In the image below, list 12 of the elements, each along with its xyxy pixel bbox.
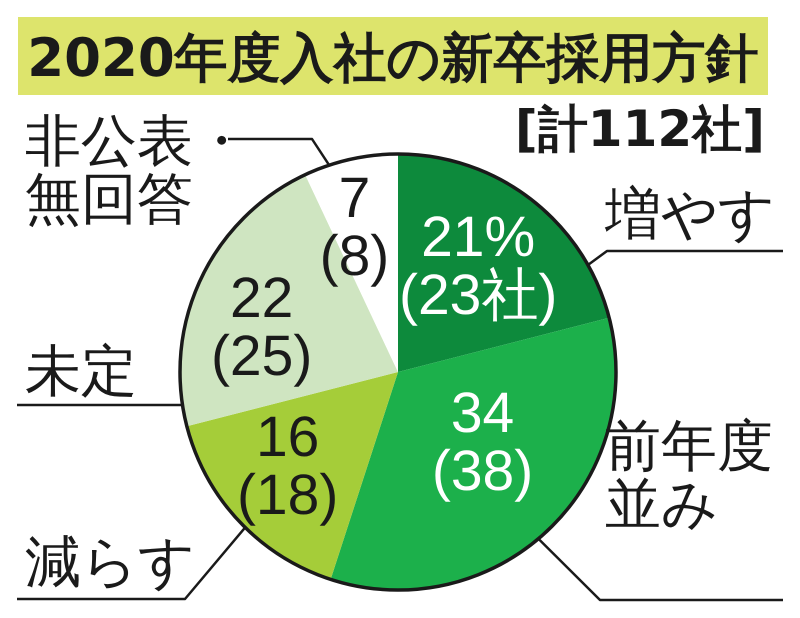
slice-label: 減らす	[25, 530, 195, 595]
slice-label: 非公表・無回答	[25, 109, 249, 232]
slice-label: 前年度並み	[605, 414, 773, 537]
slice-label: 増やす	[604, 182, 775, 247]
data-label: 34 (38)	[432, 380, 534, 503]
data-label: 7 (8)	[320, 166, 390, 288]
chart-subtitle: [計112社]	[514, 100, 765, 158]
slice-label: 未定	[25, 339, 137, 404]
data-label: 16 (18)	[236, 405, 338, 528]
data-label: 21% (23社)	[398, 205, 558, 328]
data-label: 22 (25)	[210, 266, 312, 388]
chart-title: 2020年度入社の新卒採用方針	[27, 28, 759, 89]
